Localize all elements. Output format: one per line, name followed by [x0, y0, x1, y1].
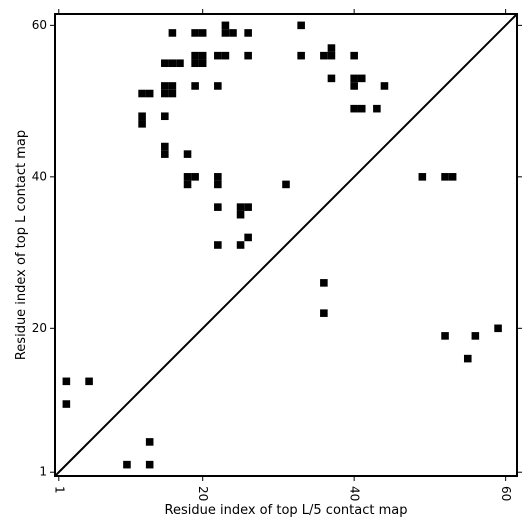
contact-cell	[297, 51, 305, 60]
plot-frame	[54, 13, 518, 477]
contact-cell	[229, 29, 237, 37]
contact-cell	[441, 173, 449, 181]
contact-cell	[161, 59, 169, 68]
contact-cell	[350, 104, 358, 113]
contact-cell	[373, 104, 381, 113]
contact-cell	[168, 29, 177, 37]
contact-cell	[138, 112, 146, 121]
contact-cells	[62, 21, 502, 469]
x-tick-label: 20	[196, 486, 210, 501]
contact-cell	[161, 142, 169, 151]
contact-cell	[320, 309, 328, 317]
contact-cell	[357, 104, 366, 113]
x-tick-label: 1	[52, 486, 66, 494]
y-tick-label: 40	[32, 169, 47, 183]
contact-cell	[327, 51, 336, 60]
contact-cell	[221, 21, 230, 30]
contact-cell	[471, 332, 480, 340]
contact-cell	[161, 89, 169, 98]
contact-cell	[138, 89, 146, 98]
contact-cell	[236, 241, 245, 249]
contact-cell	[191, 59, 199, 68]
contact-cell	[244, 51, 252, 60]
contact-cell	[161, 82, 169, 90]
contact-cell	[191, 51, 199, 60]
y-tick-label: 60	[32, 18, 47, 32]
contact-cell	[214, 241, 222, 249]
contact-cell	[236, 203, 245, 211]
contact-cell	[62, 377, 71, 386]
y-tick-label: 1	[39, 465, 47, 479]
contact-cell	[494, 324, 502, 333]
contact-cell	[214, 82, 222, 90]
contact-cell	[357, 74, 366, 83]
contact-cell	[448, 173, 457, 181]
contact-cell	[145, 89, 154, 98]
contact-cell	[183, 150, 192, 158]
contact-cell	[441, 332, 449, 340]
diagonal-line	[54, 13, 518, 477]
y-tick-label: 20	[32, 321, 47, 335]
contact-cell	[145, 438, 154, 446]
contact-cell	[463, 354, 472, 363]
y-axis-label: Residue index of top L contact map	[14, 130, 29, 360]
contact-cell	[297, 21, 305, 30]
contact-cell	[168, 89, 177, 98]
contact-cell	[214, 203, 222, 211]
diagonal-line-group	[54, 13, 518, 477]
contact-cell	[161, 150, 169, 158]
contact-cell	[145, 460, 154, 469]
contact-cell	[380, 82, 389, 90]
contact-cell	[191, 29, 199, 37]
contact-cell	[350, 82, 358, 90]
contact-cell	[244, 203, 252, 211]
contact-cell	[62, 400, 71, 408]
contact-cell	[183, 173, 192, 181]
contact-cell	[320, 279, 328, 287]
contact-cell	[221, 29, 230, 37]
contact-cell	[214, 173, 222, 181]
contact-cell	[138, 120, 146, 128]
contact-cell	[350, 51, 358, 60]
contact-cell	[198, 51, 207, 60]
contact-cell	[198, 29, 207, 37]
contact-cell	[168, 82, 177, 90]
contact-cell	[214, 180, 222, 189]
contact-cell	[327, 44, 336, 52]
contact-cell	[168, 59, 177, 68]
contact-cell	[221, 51, 230, 60]
contact-cell	[244, 29, 252, 37]
contact-cell	[320, 51, 328, 60]
x-axis-label: Residue index of top L/5 contact map	[165, 503, 408, 518]
contact-cell	[191, 173, 199, 181]
contact-cell	[161, 112, 169, 121]
contact-cell	[236, 210, 245, 219]
contact-cell	[418, 173, 427, 181]
contact-cell	[176, 59, 184, 68]
contact-cell	[183, 180, 192, 189]
contact-cell	[350, 74, 358, 83]
x-tick-label: 60	[499, 486, 513, 501]
contact-cell	[85, 377, 93, 386]
contact-cell	[198, 59, 207, 68]
contact-cell	[244, 233, 252, 242]
axis-ticks: 1 20 40 60 1 20 40 60	[32, 9, 522, 501]
contact-cell	[214, 51, 222, 60]
contact-cell	[282, 180, 290, 189]
contact-cell	[327, 74, 336, 83]
contact-cell	[123, 460, 131, 469]
contact-cell	[191, 82, 199, 90]
x-tick-label: 40	[348, 486, 362, 501]
